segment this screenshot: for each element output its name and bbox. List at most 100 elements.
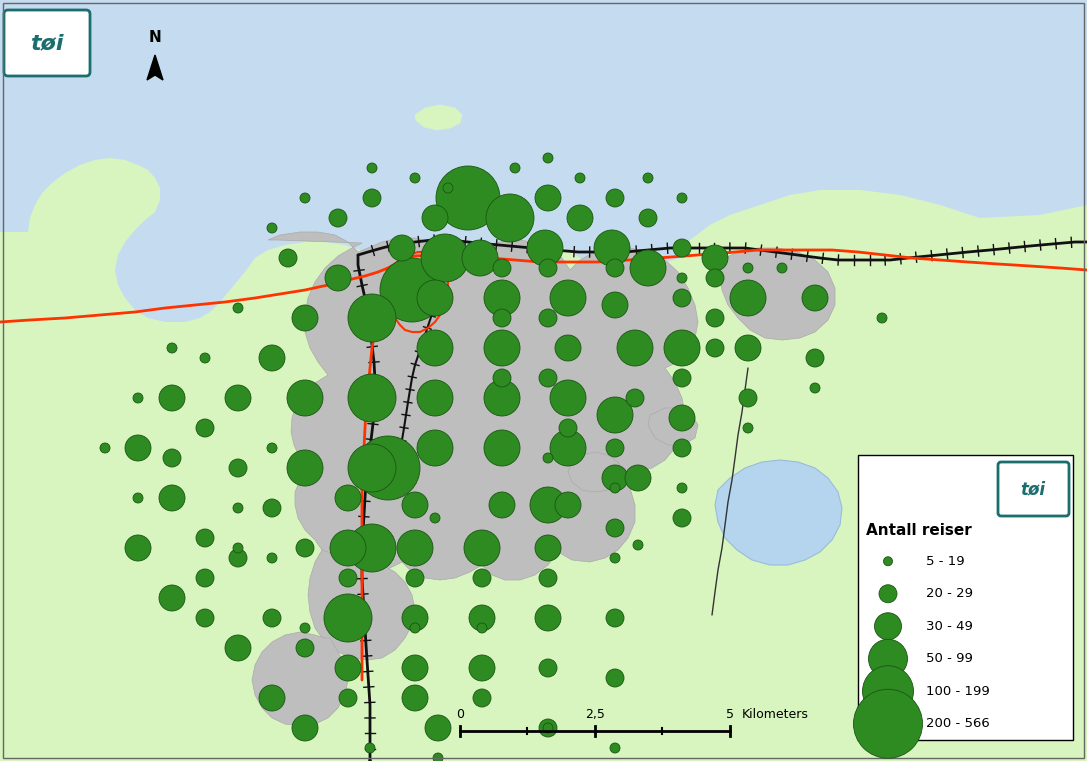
Circle shape xyxy=(324,594,372,642)
Circle shape xyxy=(535,605,561,631)
Circle shape xyxy=(639,209,657,227)
Circle shape xyxy=(477,623,487,633)
Circle shape xyxy=(810,383,820,393)
Circle shape xyxy=(510,163,520,173)
Circle shape xyxy=(167,343,177,353)
Circle shape xyxy=(348,444,396,492)
Circle shape xyxy=(493,259,511,277)
Circle shape xyxy=(125,435,151,461)
Circle shape xyxy=(605,669,624,687)
FancyBboxPatch shape xyxy=(4,10,90,76)
Circle shape xyxy=(555,492,580,518)
Circle shape xyxy=(617,330,653,366)
Circle shape xyxy=(544,723,553,733)
Circle shape xyxy=(544,153,553,163)
Circle shape xyxy=(263,499,282,517)
Circle shape xyxy=(669,405,695,431)
Circle shape xyxy=(267,553,277,563)
Circle shape xyxy=(805,349,824,367)
Polygon shape xyxy=(715,460,842,565)
Circle shape xyxy=(365,743,375,753)
Circle shape xyxy=(407,569,424,587)
Text: 5 - 19: 5 - 19 xyxy=(926,555,964,568)
FancyBboxPatch shape xyxy=(998,462,1069,516)
Circle shape xyxy=(300,193,310,203)
Circle shape xyxy=(730,280,766,316)
Circle shape xyxy=(433,753,443,761)
Circle shape xyxy=(535,185,561,211)
Text: 5: 5 xyxy=(726,708,734,721)
Circle shape xyxy=(677,483,687,493)
Text: 200 - 566: 200 - 566 xyxy=(926,718,990,731)
Circle shape xyxy=(879,584,897,603)
Circle shape xyxy=(677,193,687,203)
Circle shape xyxy=(535,535,561,561)
Circle shape xyxy=(605,259,624,277)
Circle shape xyxy=(877,313,887,323)
Circle shape xyxy=(259,685,285,711)
Circle shape xyxy=(550,430,586,466)
Circle shape xyxy=(263,609,282,627)
Circle shape xyxy=(163,449,182,467)
Circle shape xyxy=(196,609,214,627)
Circle shape xyxy=(739,389,757,407)
Text: 20 - 29: 20 - 29 xyxy=(926,587,973,600)
Circle shape xyxy=(493,309,511,327)
Polygon shape xyxy=(147,55,163,80)
Circle shape xyxy=(744,423,753,433)
Circle shape xyxy=(875,613,901,640)
Circle shape xyxy=(200,353,210,363)
Circle shape xyxy=(292,715,318,741)
Circle shape xyxy=(279,249,297,267)
Circle shape xyxy=(559,419,577,437)
Polygon shape xyxy=(252,632,348,726)
Circle shape xyxy=(225,635,251,661)
Circle shape xyxy=(468,655,495,681)
Circle shape xyxy=(233,503,243,513)
Circle shape xyxy=(417,280,453,316)
Polygon shape xyxy=(308,550,415,660)
Circle shape xyxy=(287,380,323,416)
Circle shape xyxy=(348,524,396,572)
Circle shape xyxy=(673,289,691,307)
Circle shape xyxy=(339,569,357,587)
Circle shape xyxy=(473,689,491,707)
Circle shape xyxy=(673,239,691,257)
Circle shape xyxy=(402,605,428,631)
Circle shape xyxy=(555,335,580,361)
Circle shape xyxy=(605,439,624,457)
Circle shape xyxy=(348,294,396,342)
Circle shape xyxy=(229,459,247,477)
Circle shape xyxy=(550,280,586,316)
Circle shape xyxy=(267,223,277,233)
Circle shape xyxy=(329,209,347,227)
Circle shape xyxy=(125,535,151,561)
Circle shape xyxy=(486,194,534,242)
Circle shape xyxy=(610,743,620,753)
Circle shape xyxy=(380,258,443,322)
Circle shape xyxy=(229,549,247,567)
Circle shape xyxy=(196,419,214,437)
Circle shape xyxy=(705,309,724,327)
Circle shape xyxy=(702,245,728,271)
Circle shape xyxy=(417,380,453,416)
Circle shape xyxy=(539,309,557,327)
Circle shape xyxy=(196,529,214,547)
Circle shape xyxy=(625,465,651,491)
Circle shape xyxy=(493,369,511,387)
Circle shape xyxy=(410,623,420,633)
Circle shape xyxy=(575,173,585,183)
Text: 30 - 49: 30 - 49 xyxy=(926,619,973,632)
Circle shape xyxy=(300,623,310,633)
Circle shape xyxy=(100,443,110,453)
Circle shape xyxy=(673,509,691,527)
Circle shape xyxy=(735,335,761,361)
Text: 50 - 99: 50 - 99 xyxy=(926,652,973,665)
Circle shape xyxy=(330,530,366,566)
Circle shape xyxy=(196,569,214,587)
Circle shape xyxy=(348,374,396,422)
Circle shape xyxy=(539,569,557,587)
Circle shape xyxy=(430,513,440,523)
Circle shape xyxy=(296,539,314,557)
Circle shape xyxy=(530,487,566,523)
